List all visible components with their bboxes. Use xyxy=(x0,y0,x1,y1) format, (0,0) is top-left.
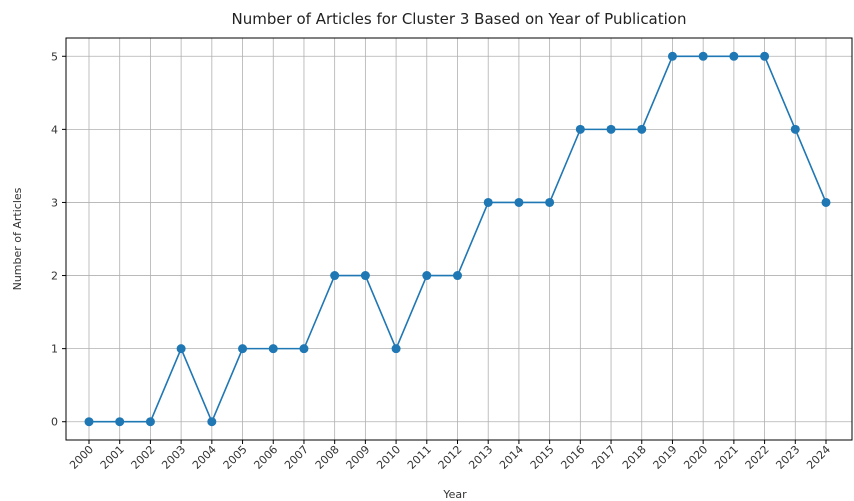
data-point xyxy=(483,197,493,207)
data-point xyxy=(667,51,677,61)
x-tick-label: 2014 xyxy=(497,443,526,472)
x-tick-label: 2015 xyxy=(528,443,557,472)
data-point xyxy=(514,197,524,207)
x-tick-label: 2009 xyxy=(344,443,373,472)
x-tick-label: 2022 xyxy=(743,443,772,472)
data-point xyxy=(115,417,125,427)
y-tick-label: 3 xyxy=(51,196,58,209)
x-tick-label: 2020 xyxy=(681,443,710,472)
x-tick-label: 2007 xyxy=(282,443,311,472)
x-tick-label: 2016 xyxy=(558,443,587,472)
data-point xyxy=(422,271,432,281)
x-tick-label: 2012 xyxy=(436,443,465,472)
x-tick-label: 2024 xyxy=(804,443,833,472)
x-tick-label: 2013 xyxy=(466,443,495,472)
y-tick-label: 5 xyxy=(51,50,58,63)
x-tick-label: 2017 xyxy=(589,443,618,472)
data-point xyxy=(698,51,708,61)
x-tick-label: 2021 xyxy=(712,443,741,472)
x-tick-label: 2006 xyxy=(251,443,280,472)
data-point xyxy=(268,344,278,354)
data-point xyxy=(207,417,217,427)
data-point xyxy=(606,124,616,134)
chart-title: Number of Articles for Cluster 3 Based o… xyxy=(231,10,686,28)
data-point xyxy=(545,197,555,207)
data-point xyxy=(760,51,770,61)
data-point xyxy=(360,271,370,281)
y-tick-label: 1 xyxy=(51,343,58,356)
x-tick-label: 2001 xyxy=(98,443,127,472)
x-tick-label: 2023 xyxy=(773,443,802,472)
data-point xyxy=(176,344,186,354)
data-point xyxy=(84,417,94,427)
data-point xyxy=(729,51,739,61)
axis-ticks: 2000 2001 2002 2003 2004 2005 2006 2007 2008 2009… xyxy=(51,50,833,472)
data-point xyxy=(299,344,309,354)
y-tick-label: 0 xyxy=(51,416,58,429)
x-tick-label: 2003 xyxy=(159,443,188,472)
y-tick-label: 4 xyxy=(51,123,58,136)
x-tick-label: 2019 xyxy=(651,443,680,472)
x-tick-label: 2000 xyxy=(67,443,96,472)
x-tick-label: 2002 xyxy=(129,443,158,472)
x-tick-label: 2011 xyxy=(405,443,434,472)
data-point xyxy=(790,124,800,134)
data-point xyxy=(330,271,340,281)
y-tick-label: 2 xyxy=(51,270,58,283)
data-point xyxy=(391,344,401,354)
plot-frame xyxy=(65,37,853,441)
x-tick-label: 2008 xyxy=(313,443,342,472)
series-articles xyxy=(84,51,831,427)
x-tick-label: 2005 xyxy=(221,443,250,472)
data-point xyxy=(575,124,585,134)
x-tick-label: 2004 xyxy=(190,443,219,472)
data-point xyxy=(453,271,462,281)
x-tick-label: 2010 xyxy=(374,443,403,472)
data-point xyxy=(238,344,248,354)
grid-lines xyxy=(66,38,852,440)
data-point xyxy=(821,197,831,207)
data-point xyxy=(637,124,647,134)
x-axis-label: Year xyxy=(442,488,467,501)
x-tick-label: 2018 xyxy=(620,443,649,472)
y-axis-label: Number of Articles xyxy=(11,187,24,290)
data-point xyxy=(145,417,155,427)
